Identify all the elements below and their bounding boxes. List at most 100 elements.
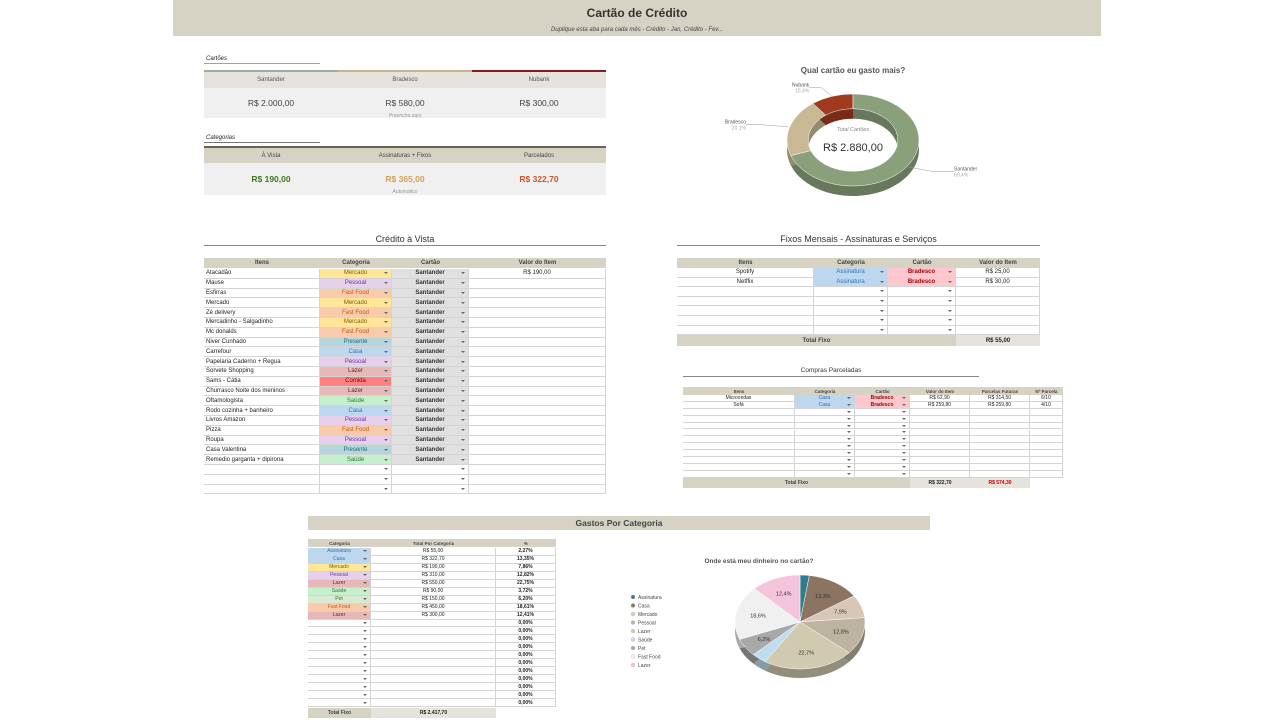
table-cell: Churrasco Noite dos meninos [204, 386, 320, 397]
table-cell [910, 443, 970, 451]
table-cell [392, 465, 469, 475]
table-cell: Casa [795, 401, 855, 409]
table-cell [910, 415, 970, 423]
table-cell [1030, 429, 1063, 437]
table-cell: R$ 322,70 [371, 555, 496, 564]
total-value: R$ 55,00 [956, 335, 1040, 346]
column-header: Cartão [888, 258, 956, 268]
card-header: Bradesco [338, 70, 472, 88]
category-header: Parcelados [472, 146, 606, 163]
table-cell [683, 408, 795, 416]
column-header: Categoria [308, 539, 371, 547]
table-cell [371, 675, 496, 684]
legend-marker [630, 662, 636, 668]
table-cell: Santander [392, 278, 469, 289]
table-cell: Santander [392, 337, 469, 348]
table-cell: 22,75% [496, 579, 556, 588]
table-cell [970, 470, 1030, 478]
pie-slice [734, 588, 801, 640]
slice-name: Nubank [792, 83, 810, 89]
pie-slice [799, 575, 855, 623]
table-cell: Pet [308, 595, 371, 604]
table-cell [855, 422, 910, 430]
table-cell: R$ 314,50 [970, 395, 1030, 402]
table-cell: Comida [320, 376, 392, 387]
table-cell: 0,00% [496, 699, 556, 707]
total-value: R$ 574,30 [970, 478, 1030, 488]
table-cell [683, 470, 795, 478]
table-cell [469, 455, 606, 465]
table-cell: Casa Valentina [204, 445, 320, 456]
table-cell [469, 337, 606, 348]
column-header: Parcelas Futuras [970, 387, 1030, 395]
title: Cartão de Crédito [586, 6, 688, 20]
table-cell [970, 422, 1030, 430]
table-cell [371, 619, 496, 628]
legend-marker [630, 645, 636, 651]
column-header: Cartão [392, 258, 469, 268]
table-cell: Sams - Cátia [204, 376, 320, 387]
table-cell [469, 367, 606, 377]
table-cell [795, 408, 855, 416]
table-cell: Santander [392, 288, 469, 299]
table-cell: 6/10 [1030, 395, 1063, 402]
table-cell: Mercadinho - Salgadinho [204, 318, 320, 328]
table-cell [392, 474, 469, 485]
header-band [173, 0, 1101, 36]
total-value: R$ 322,70 [910, 478, 970, 488]
table-cell [970, 436, 1030, 444]
table-cell: Presente [320, 337, 392, 348]
table-cell: Santander [392, 376, 469, 387]
table-cell: Bradesco [888, 268, 956, 278]
table-cell [970, 443, 1030, 451]
table-cell [956, 316, 1040, 326]
table-cell: R$ 300,00 [371, 611, 496, 620]
table-cell: Santander [392, 386, 469, 397]
column-header: Itens [204, 258, 320, 268]
table-cell [795, 443, 855, 451]
table-cell [683, 457, 795, 464]
table-cell: 0,00% [496, 667, 556, 676]
table-cell: Assinatura [308, 548, 371, 556]
table-cell [320, 484, 392, 495]
column-header: Valor do Item [469, 258, 606, 268]
table-cell [308, 675, 371, 684]
card-value: R$ 580,00 [338, 88, 472, 118]
table-cell: 18,61% [496, 603, 556, 612]
table-cell: Pessoal [320, 435, 392, 446]
table-cell [371, 643, 496, 652]
slice-label: 20,1% [732, 126, 747, 132]
table-cell: Pessoal [320, 278, 392, 289]
table-cell [956, 287, 1040, 297]
table-cell [956, 306, 1040, 316]
table-cell [910, 470, 970, 478]
table-cell: R$ 259,80 [970, 401, 1030, 409]
card-header: Nubank [472, 70, 606, 88]
total-value: R$ 2.417,70 [371, 708, 496, 718]
table-cell: Casa [308, 555, 371, 564]
table-cell: Casa [795, 395, 855, 402]
slice-label: 12,4% [776, 591, 792, 597]
table-cell [308, 651, 371, 660]
table-cell: Atacadão [204, 269, 320, 279]
table-cell: 2,27% [496, 548, 556, 556]
table-cell: Mc donalds [204, 327, 320, 338]
table-cell [814, 306, 888, 316]
table-cell [970, 415, 1030, 423]
table-cell: 13,35% [496, 555, 556, 564]
table-cell [855, 457, 910, 464]
legend-label: Fast Food [638, 654, 661, 660]
table-cell: Oftamologista [204, 396, 320, 407]
legend-label: Casa [638, 603, 650, 609]
table-cell [371, 683, 496, 692]
table-cell: 12,41% [496, 611, 556, 620]
table-cell [795, 436, 855, 444]
table-cell: Santander [392, 445, 469, 456]
table-cell [956, 325, 1040, 336]
table-cell [910, 436, 970, 444]
card-header: Santander [204, 70, 338, 88]
table-cell: Assinatura [814, 277, 888, 288]
legend-label: Lazer [638, 629, 651, 635]
table-cell: Santander [392, 435, 469, 446]
table-cell [888, 325, 956, 336]
